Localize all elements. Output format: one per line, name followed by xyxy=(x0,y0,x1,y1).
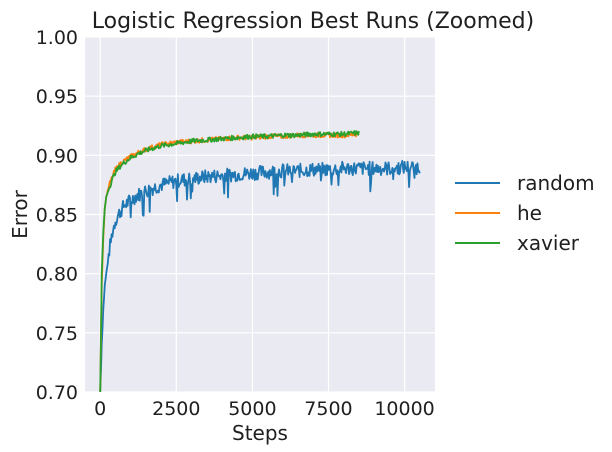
series-line-random xyxy=(99,159,421,393)
series-line-he xyxy=(99,131,360,393)
series-lines xyxy=(99,130,421,393)
y-axis-label: Error xyxy=(8,189,32,239)
y-tick-label: 0.75 xyxy=(36,323,78,345)
y-tick-labels: 0.70 0.75 0.80 0.85 0.90 0.95 1.00 xyxy=(36,27,78,404)
y-tick-label: 0.85 xyxy=(36,205,78,227)
x-tick-labels: 0 2500 5000 7500 10000 xyxy=(94,398,435,420)
legend-label-xavier: xavier xyxy=(517,231,580,255)
legend-label-he: he xyxy=(517,201,542,225)
x-tick-label: 10000 xyxy=(374,398,434,420)
y-tick-label: 0.80 xyxy=(36,264,78,286)
series-line-xavier xyxy=(99,130,360,393)
y-tick-label: 1.00 xyxy=(36,27,78,49)
legend-label-random: random xyxy=(517,171,595,195)
x-tick-label: 2500 xyxy=(152,398,200,420)
x-axis-label: Steps xyxy=(232,421,288,445)
x-tick-label: 0 xyxy=(94,398,106,420)
chart-title: Logistic Regression Best Runs (Zoomed) xyxy=(92,9,534,34)
x-tick-label: 7500 xyxy=(304,398,352,420)
y-tick-label: 0.90 xyxy=(36,145,78,167)
legend: random he xavier xyxy=(455,171,595,255)
y-tick-label: 0.70 xyxy=(36,382,78,404)
y-tick-label: 0.95 xyxy=(36,86,78,108)
x-tick-label: 5000 xyxy=(228,398,276,420)
